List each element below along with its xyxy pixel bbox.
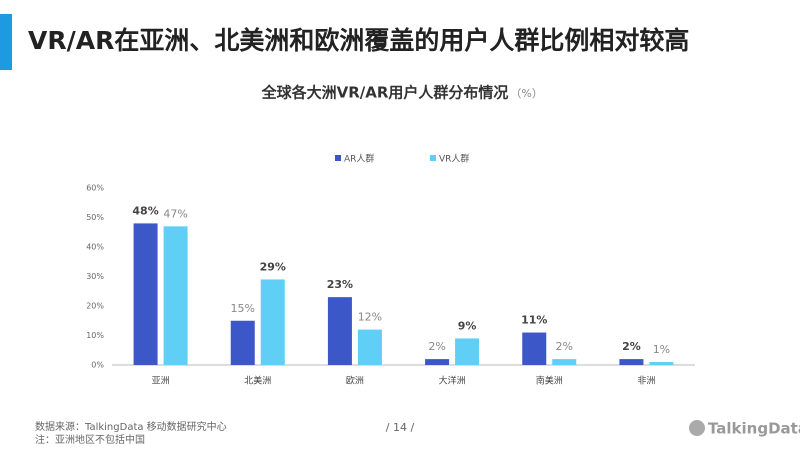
bar xyxy=(260,279,285,365)
x-tick-label: 大洋洲 xyxy=(439,375,466,387)
bar xyxy=(619,359,644,365)
data-label: 1% xyxy=(653,343,670,356)
bar xyxy=(163,226,188,365)
bar xyxy=(425,359,450,365)
source-note: 数据来源：TalkingData 移动数据研究中心 xyxy=(35,420,227,433)
y-tick-label: 60% xyxy=(86,184,104,193)
data-label: 2% xyxy=(556,340,573,353)
data-label: 9% xyxy=(458,319,477,332)
bar xyxy=(522,332,547,365)
y-tick-label: 50% xyxy=(86,213,104,222)
data-label: 11% xyxy=(521,314,547,327)
accent-bar xyxy=(0,14,12,70)
bar xyxy=(133,223,158,365)
bar xyxy=(357,329,382,365)
data-label: 48% xyxy=(132,204,158,217)
x-tick-label: 北美洲 xyxy=(244,375,271,387)
bar xyxy=(552,359,577,365)
y-tick-label: 0% xyxy=(91,361,104,370)
legend-label: VR人群 xyxy=(439,153,469,165)
bar xyxy=(455,338,480,365)
data-label: 23% xyxy=(327,278,353,291)
page-number: / 14 / xyxy=(386,421,415,434)
legend-swatch xyxy=(430,155,436,161)
bar xyxy=(649,362,674,365)
y-tick-label: 30% xyxy=(86,272,104,281)
x-tick-label: 亚洲 xyxy=(152,376,170,387)
bar xyxy=(327,297,352,365)
chart-title: 全球各大洲VR/AR用户人群分布情况 xyxy=(261,84,509,102)
data-label: 15% xyxy=(231,302,255,315)
bar xyxy=(230,320,255,365)
data-label: 12% xyxy=(358,311,382,324)
footnote: 注：亚洲地区不包括中国 xyxy=(35,433,145,446)
x-tick-label: 南美洲 xyxy=(536,375,563,387)
data-label: 2% xyxy=(428,340,445,353)
slide-title: VR/AR在亚洲、北美洲和欧洲覆盖的用户人群比例相对较高 xyxy=(28,26,689,55)
x-tick-label: 非洲 xyxy=(637,375,655,387)
logo: TalkingData xyxy=(708,420,800,438)
chart-subtitle: （%） xyxy=(510,87,542,100)
y-tick-label: 20% xyxy=(86,302,104,311)
legend-swatch xyxy=(335,155,341,161)
data-label: 47% xyxy=(163,207,187,220)
data-label: 29% xyxy=(260,260,286,273)
x-tick-label: 欧洲 xyxy=(346,375,364,387)
y-tick-label: 10% xyxy=(86,331,104,340)
data-label: 2% xyxy=(622,340,641,353)
logo-icon xyxy=(689,420,705,436)
y-tick-label: 40% xyxy=(86,243,104,252)
legend-label: AR人群 xyxy=(344,153,374,165)
